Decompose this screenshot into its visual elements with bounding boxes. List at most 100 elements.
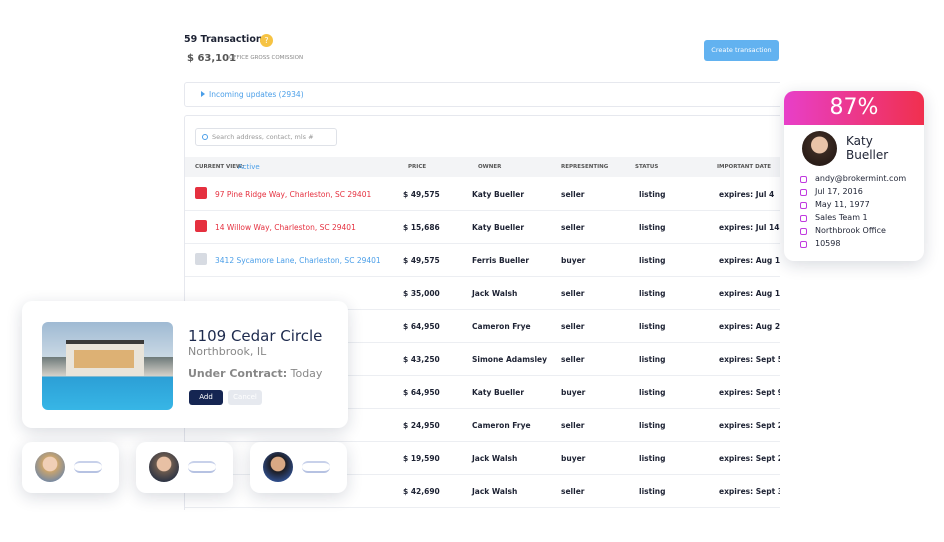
icon: [800, 241, 807, 248]
col-representing[interactable]: REPRESENTING: [561, 164, 609, 170]
agent-avatar: [35, 452, 65, 482]
table-row[interactable]: $ 42,690 Jack Walsh seller listing expires: …: [185, 475, 780, 508]
search-placeholder: Search address, contact, mls #: [212, 133, 314, 141]
agent-avatar: [149, 452, 179, 482]
representing: seller: [561, 289, 585, 298]
price: $ 49,575: [403, 256, 440, 265]
listing-card: 1109 Cedar Circle Northbrook, IL Under C…: [22, 301, 348, 428]
col-price[interactable]: PRICE: [408, 164, 427, 170]
price: $ 42,690: [403, 487, 440, 496]
agent-card[interactable]: [136, 442, 233, 493]
score: 87%: [829, 95, 879, 120]
table-row[interactable]: 3412 Sycamore Lane, Charleston, SC 29401…: [185, 244, 780, 277]
representing: seller: [561, 487, 585, 496]
price: $ 15,686: [403, 223, 440, 232]
agent-card[interactable]: [22, 442, 119, 493]
col-status[interactable]: STATUS: [635, 164, 659, 170]
owner: Cameron Frye: [472, 322, 531, 331]
table-row[interactable]: 14 Willow Way, Charleston, SC 29401 $ 15,…: [185, 211, 780, 244]
representing: buyer: [561, 256, 586, 265]
status: listing: [639, 223, 666, 232]
table-row[interactable]: $ 64,950 Katy Bueller buyer listing expires:…: [185, 376, 780, 409]
house-icon: [195, 187, 207, 199]
owner: Cameron Frye: [472, 421, 531, 430]
search-box[interactable]: Search address, contact, mls #: [195, 128, 337, 146]
date: expires: Sept 21: [719, 454, 780, 463]
status-label: Under Contract:: [188, 367, 288, 380]
team: Sales Team 1: [815, 213, 868, 222]
date: expires: Sept 30: [719, 487, 780, 496]
help-icon[interactable]: ?: [260, 34, 273, 47]
owner: Simone Adamsley: [472, 355, 548, 364]
amount-label: OFFICE GROSS COMISSION: [229, 55, 304, 61]
profile-card: 87% Katy Bueller andy@brokermint.com Jul …: [784, 91, 924, 261]
status: listing: [639, 487, 666, 496]
address[interactable]: 97 Pine Ridge Way, Charleston, SC 29401: [215, 190, 372, 199]
table-row[interactable]: 97 Pine Ridge Way, Charleston, SC 29401 $…: [185, 178, 780, 211]
date: expires: Aug 19: [719, 289, 780, 298]
address[interactable]: 14 Willow Way, Charleston, SC 29401: [215, 223, 356, 232]
table-row[interactable]: $ 43,250 Simone Adamsley seller listing expi…: [185, 343, 780, 376]
office: Northbrook Office: [815, 226, 886, 235]
table-row[interactable]: $ 24,950 Cameron Frye seller listing expires…: [185, 409, 780, 442]
title: 59 Transactions: [184, 34, 269, 45]
table-row[interactable]: $ 19,590 Jack Walsh buyer listing expires: S…: [185, 442, 780, 475]
windows: [74, 350, 134, 368]
cancel-button[interactable]: Cancel: [228, 390, 262, 405]
create-button[interactable]: Create transaction: [704, 40, 779, 61]
representing: seller: [561, 190, 585, 199]
address[interactable]: 3412 Sycamore Lane, Charleston, SC 29401: [215, 256, 381, 265]
representing: seller: [561, 421, 585, 430]
listing-photo: [42, 322, 173, 410]
house-icon: [195, 220, 207, 232]
representing: seller: [561, 322, 585, 331]
status: listing: [639, 322, 666, 331]
agent-avatar: [263, 452, 293, 482]
add-button[interactable]: Add: [189, 390, 223, 405]
updates-text: Incoming updates (2934): [209, 90, 304, 99]
status: listing: [639, 289, 666, 298]
owner: Katy Bueller: [472, 190, 525, 199]
representing: seller: [561, 223, 585, 232]
score-banner: 87%: [784, 91, 924, 125]
date: expires: Aug 1: [719, 256, 780, 265]
signature: [74, 461, 102, 473]
status: listing: [639, 454, 666, 463]
owner: Jack Walsh: [472, 487, 518, 496]
representing: seller: [561, 355, 585, 364]
date: expires: Jul 4: [719, 190, 775, 199]
agent-card[interactable]: [250, 442, 347, 493]
price: $ 64,950: [403, 388, 440, 397]
email: andy@brokermint.com: [815, 174, 907, 183]
signature: [188, 461, 216, 473]
listing-status: Under Contract: Today: [188, 367, 322, 380]
icon: [800, 189, 807, 196]
owner: Katy Bueller: [472, 223, 525, 232]
col-owner[interactable]: OWNER: [478, 164, 502, 170]
amount: $ 63,101: [187, 53, 237, 64]
house-icon: [195, 253, 207, 265]
updates-bar[interactable]: Incoming updates (2934): [184, 82, 780, 107]
status: listing: [639, 190, 666, 199]
transactions-view: 59 Transactions ? $ 63,101 OFFICE GROSS …: [168, 18, 780, 510]
birthday: May 11, 1977: [815, 200, 870, 209]
date: expires: Sept 9: [719, 388, 780, 397]
price: $ 24,950: [403, 421, 440, 430]
price: $ 43,250: [403, 355, 440, 364]
icon: [800, 202, 807, 209]
owner: Jack Walsh: [472, 454, 518, 463]
price: $ 19,590: [403, 454, 440, 463]
col-date[interactable]: IMPORTANT DATE: [717, 164, 771, 170]
price: $ 64,950: [403, 322, 440, 331]
date: expires: Jul 14: [719, 223, 780, 232]
view-label: CURRENT VIEW:: [195, 164, 245, 170]
caret: [201, 91, 205, 97]
signature: [302, 461, 330, 473]
id: 10598: [815, 239, 841, 248]
view-value[interactable]: Active: [238, 163, 260, 171]
table-row[interactable]: $ 64,950 Cameron Frye seller listing expires…: [185, 310, 780, 343]
table-row[interactable]: $ 35,000 Jack Walsh seller listing expires: …: [185, 277, 780, 310]
table-header: CURRENT VIEW: Active PRICE OWNER REPRESE…: [185, 157, 780, 177]
listing-city: Northbrook, IL: [188, 345, 267, 358]
